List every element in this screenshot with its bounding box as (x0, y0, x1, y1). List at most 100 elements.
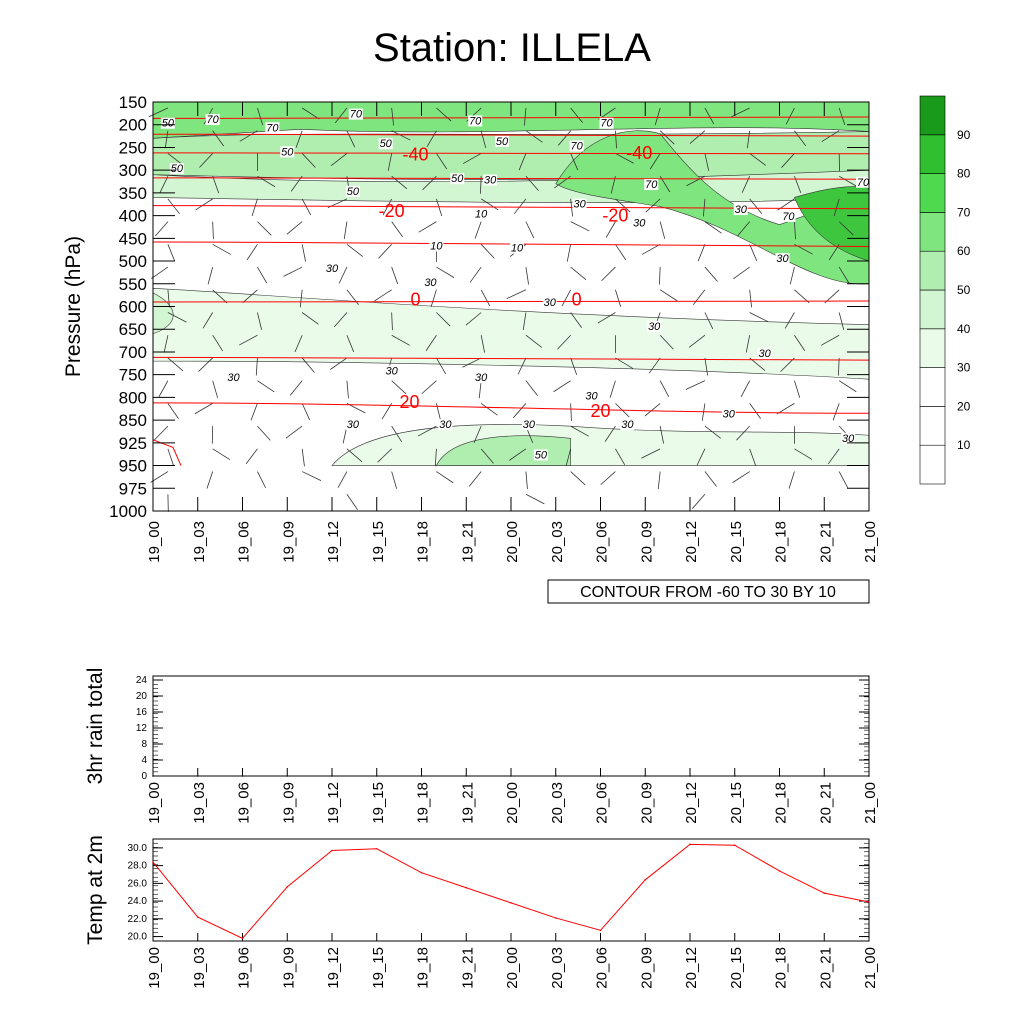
x-tick-label: 20_12 (683, 521, 700, 563)
data-point (510, 775, 512, 777)
x-tick-label: 19_15 (370, 782, 387, 824)
isotherm-line (152, 116, 870, 119)
wind-barb (525, 493, 545, 505)
x-tick-label: 20_09 (638, 947, 655, 989)
wind-barb (346, 130, 356, 148)
wind-barb (212, 380, 218, 398)
wind-barb (257, 425, 271, 441)
colorbar-tick-label: 10 (957, 438, 971, 452)
x-tick-label: 20_21 (817, 782, 834, 824)
x-tick-label: 20_03 (549, 947, 566, 989)
x-tick-label: 20_00 (504, 782, 521, 824)
wind-barb (212, 243, 231, 255)
wind-barb (391, 471, 397, 489)
x-tick-label: 19_00 (146, 947, 163, 989)
colorbar-swatch (919, 134, 946, 174)
subplot-frame (152, 838, 870, 942)
data-point (331, 849, 333, 852)
x-tick-label: 19_06 (236, 947, 253, 989)
wind-barb (644, 403, 661, 417)
wind-barb (434, 448, 437, 467)
data-point (510, 902, 512, 904)
wind-barb (615, 130, 617, 149)
data-point (868, 775, 870, 777)
wind-barb (561, 289, 572, 307)
data-point (420, 871, 423, 874)
contour-label-box (572, 198, 587, 210)
humidity-contour-label: 50 (535, 449, 548, 461)
contour-label-box (856, 176, 871, 188)
y-tick-label: 550 (119, 275, 147, 294)
wind-barb (566, 244, 572, 262)
wind-barb (257, 312, 263, 330)
wind-barb (789, 266, 795, 285)
wind-barb (649, 153, 661, 170)
data-point (286, 775, 289, 777)
wind-barb (198, 357, 213, 372)
wind-barb (570, 471, 586, 486)
humidity-contour-label: 70 (600, 118, 613, 130)
y-tick-label: 200 (119, 116, 147, 135)
wind-barb (509, 448, 527, 461)
chart-title: Station: ILLELA (373, 26, 651, 70)
wind-barb (239, 130, 258, 142)
wind-barb (565, 448, 572, 467)
humidity-contour-label: 10 (511, 243, 524, 255)
wind-barb (290, 175, 303, 192)
x-tick-label: 20_12 (683, 947, 700, 989)
y-tick-label: 28.0 (128, 861, 148, 872)
colorbar-tick-label: 30 (957, 361, 971, 375)
contour-label-box (721, 408, 736, 420)
y-tick-label: 30.0 (128, 843, 148, 854)
wind-barb (465, 312, 482, 326)
humidity-contour-label: 70 (469, 115, 482, 127)
wind-barb (387, 153, 393, 171)
wind-barb (525, 221, 535, 239)
colorbar-swatch (919, 212, 946, 252)
wind-barb (301, 403, 311, 421)
wind-barb (730, 107, 750, 118)
humidity-contour-label: 30 (227, 372, 240, 384)
isotherm-line (152, 402, 870, 414)
wind-barb (554, 175, 571, 189)
y-tick-label: 700 (119, 343, 147, 362)
data-point (778, 870, 781, 872)
wind-barb (570, 403, 572, 421)
wind-barb (701, 403, 706, 421)
contour-label-box (542, 297, 557, 309)
wind-barb (615, 357, 634, 369)
data-point (689, 843, 691, 846)
wind-barb (286, 221, 303, 235)
humidity-contour-label: 30 (735, 204, 748, 216)
wind-barb (417, 425, 437, 437)
wind-barb (615, 153, 634, 164)
wind-barb (704, 266, 718, 282)
x-tick-label: 19_12 (325, 947, 342, 989)
wind-barb (696, 448, 706, 466)
wind-barb (301, 357, 315, 373)
x-tick-label: 20_15 (728, 521, 745, 563)
wind-barb (391, 425, 402, 443)
wind-barb (301, 244, 307, 262)
humidity-contour-label: 70 (207, 114, 220, 126)
wind-barb (301, 153, 316, 168)
wind-barb (697, 244, 706, 262)
x-tick-label: 20_18 (773, 521, 790, 563)
wind-barb (641, 243, 661, 255)
humidity-contour-label: 70 (782, 211, 795, 223)
wind-barb (648, 357, 661, 374)
wind-barb (837, 357, 840, 376)
temperature-isotherms (152, 116, 870, 466)
y-tick-label: 500 (119, 252, 147, 271)
contour-label-box (205, 114, 220, 126)
colorbar-tick-label: 50 (957, 283, 971, 297)
wind-barb (257, 221, 272, 236)
wind-barb (301, 107, 320, 120)
data-point (733, 775, 736, 777)
wind-barb (199, 153, 213, 168)
wind-barb (478, 380, 482, 399)
humidity-contour-label: 30 (633, 218, 646, 230)
wind-barb (794, 380, 801, 398)
wind-barb (480, 335, 486, 353)
x-tick-label: 20_03 (549, 521, 566, 563)
